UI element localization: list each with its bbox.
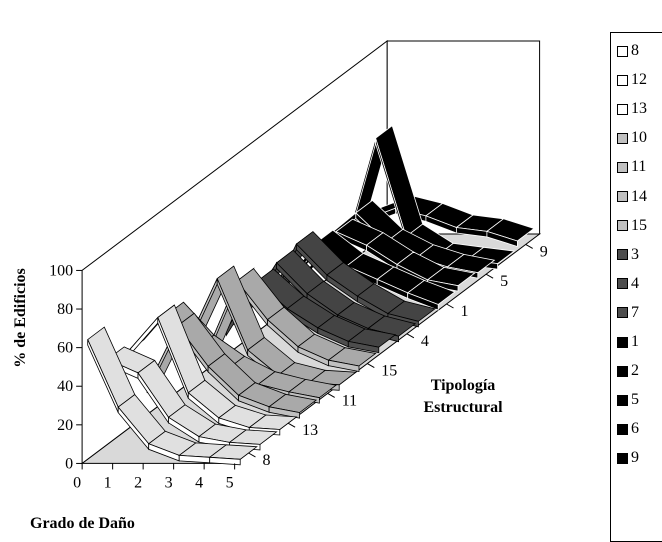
legend-swatch: [617, 365, 628, 377]
series-10-segment-face: [268, 406, 301, 419]
legend-swatch: [617, 45, 628, 57]
series-3-segment-face: [347, 340, 380, 354]
legend-label: 15: [631, 216, 647, 234]
series-8-line: [87, 326, 258, 466]
legend-item-12: 12: [617, 70, 647, 90]
y-axis-title: % de Edificios: [12, 268, 29, 368]
depth-tick-mark: [248, 452, 256, 458]
legend-item-9: 9: [617, 448, 639, 468]
legend-swatch: [617, 74, 628, 86]
legend-label: 14: [631, 187, 647, 205]
x-tick-label: 1: [104, 474, 112, 491]
y-tick-label: 20: [57, 417, 73, 434]
series-1-segment-face: [407, 292, 439, 311]
depth-tick-label: 5: [500, 273, 508, 290]
legend-label: 8: [631, 42, 639, 59]
legend: 8 12 13 10 11 14 15 3 4 7 1 2 5 6 9: [610, 32, 662, 542]
depth-tick-label: 13: [302, 422, 318, 439]
legend-label: 13: [631, 100, 647, 118]
depth-tick-mark: [485, 273, 494, 279]
legend-item-2: 2: [617, 361, 639, 381]
x-tick-label: 3: [165, 474, 173, 491]
legend-label: 7: [631, 303, 639, 321]
depth-axis-title-line2: Estructural: [423, 399, 503, 416]
legend-item-11: 11: [617, 157, 646, 177]
legend-item-5: 5: [617, 390, 639, 410]
legend-label: 11: [631, 158, 647, 176]
depth-tick-label: 1: [461, 303, 469, 320]
legend-item-7: 7: [617, 303, 639, 323]
x-tick-label: 5: [226, 474, 234, 491]
x-tick-label: 2: [134, 474, 142, 491]
depth-tick-mark: [406, 333, 415, 339]
depth-tick-label: 8: [263, 452, 271, 469]
depth-tick-mark: [367, 363, 375, 369]
legend-item-10: 10: [617, 128, 647, 148]
y-tick-label: 0: [65, 455, 73, 472]
depth-tick-label: 4: [421, 333, 429, 350]
depth-axis-title-line1: Tipología: [431, 377, 496, 394]
legend-swatch: [617, 132, 628, 144]
x-tick-label: 4: [195, 474, 203, 491]
series-8-segment-face: [209, 456, 241, 466]
depth-tick-label: 15: [381, 363, 397, 380]
legend-label: 5: [631, 391, 639, 409]
legend-label: 9: [631, 449, 639, 467]
legend-swatch: [617, 307, 628, 319]
legend-label: 1: [631, 333, 639, 350]
x-axis-title: Grado de Daño: [30, 515, 135, 532]
legend-swatch: [617, 220, 628, 232]
chart-series-ribbons: [87, 124, 535, 466]
series-9-segment-face: [486, 230, 518, 248]
legend-swatch: [617, 423, 628, 435]
legend-item-8: 8: [617, 41, 639, 61]
legend-item-3: 3: [617, 245, 639, 265]
y-tick-label: 80: [57, 301, 73, 318]
legend-swatch: [617, 336, 628, 348]
y-tick-label: 60: [57, 340, 73, 357]
depth-tick-label: 9: [540, 243, 548, 260]
legend-swatch: [617, 191, 628, 202]
series-15-segment-face: [328, 359, 360, 372]
legend-item-14: 14: [617, 187, 647, 207]
y-tick-label: 40: [57, 378, 73, 395]
legend-item-13: 13: [617, 99, 647, 119]
legend-swatch: [617, 249, 628, 261]
depth-tick-label: 11: [342, 392, 357, 409]
legend-label: 4: [631, 274, 639, 292]
legend-item-15: 15: [617, 216, 647, 236]
series-10-line: [146, 312, 318, 419]
legend-item-1: 1: [617, 332, 639, 352]
y-tick-label: 100: [49, 262, 73, 279]
legend-label: 12: [631, 71, 647, 89]
legend-item-4: 4: [617, 274, 639, 294]
legend-label: 2: [631, 362, 639, 380]
legend-swatch: [617, 278, 628, 290]
legend-swatch: [617, 103, 628, 115]
series-13-line: [126, 304, 298, 436]
depth-tick-mark: [287, 422, 296, 428]
depth-tick-mark: [446, 303, 454, 309]
legend-label: 10: [631, 129, 647, 147]
legend-label: 3: [631, 245, 639, 263]
legend-swatch: [617, 394, 628, 406]
legend-item-6: 6: [617, 419, 639, 439]
legend-label: 6: [631, 420, 639, 438]
legend-swatch: [617, 452, 628, 464]
depth-tick-mark: [525, 243, 533, 249]
depth-tick-mark: [327, 392, 335, 398]
x-tick-label: 0: [73, 474, 81, 491]
legend-swatch: [617, 161, 628, 173]
